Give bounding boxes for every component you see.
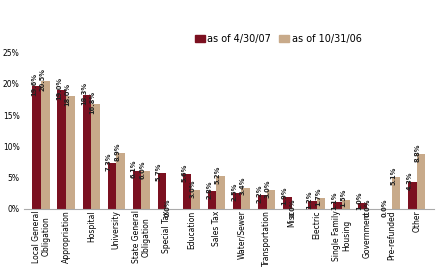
Bar [308, 201, 316, 209]
Text: 18.0%: 18.0% [65, 83, 71, 107]
Text: 4.3%: 4.3% [406, 171, 413, 190]
Bar [208, 192, 216, 209]
Text: 16.8%: 16.8% [90, 91, 96, 114]
Bar [183, 174, 191, 209]
Text: 5.1%: 5.1% [390, 166, 396, 185]
Bar [267, 190, 275, 209]
Bar [132, 171, 141, 209]
Text: 0.0%: 0.0% [382, 198, 387, 217]
Bar [41, 81, 50, 209]
Bar [233, 193, 242, 209]
Text: 2.2%: 2.2% [256, 184, 262, 203]
Bar [32, 86, 41, 209]
Text: 1.9%: 1.9% [281, 186, 287, 205]
Bar [283, 197, 291, 209]
Text: 3.0%: 3.0% [190, 179, 196, 198]
Text: 8.8%: 8.8% [415, 143, 421, 162]
Text: 20.5%: 20.5% [40, 68, 45, 91]
Bar [216, 176, 225, 209]
Text: 19.6%: 19.6% [31, 73, 37, 96]
Text: 1.7%: 1.7% [315, 187, 321, 206]
Bar [358, 203, 367, 209]
Text: 5.7%: 5.7% [156, 162, 162, 181]
Bar [392, 177, 400, 209]
Text: 1.1%: 1.1% [331, 191, 337, 210]
Bar [417, 154, 426, 209]
Text: 5.6%: 5.6% [181, 163, 187, 182]
Text: 2.8%: 2.8% [206, 181, 212, 199]
Text: 1.5%: 1.5% [340, 189, 346, 207]
Bar [191, 190, 200, 209]
Bar [408, 182, 417, 209]
Text: 7.3%: 7.3% [106, 153, 112, 171]
Bar [66, 96, 75, 209]
Text: 0.0%: 0.0% [290, 198, 296, 217]
Text: 1.2%: 1.2% [306, 191, 312, 209]
Legend: as of 4/30/07, as of 10/31/06: as of 4/30/07, as of 10/31/06 [191, 30, 365, 48]
Text: 3.4%: 3.4% [240, 177, 246, 195]
Bar [258, 195, 267, 209]
Text: 6.1%: 6.1% [131, 160, 137, 179]
Bar [342, 200, 350, 209]
Bar [242, 188, 250, 209]
Text: 0.0%: 0.0% [365, 198, 371, 217]
Bar [58, 90, 66, 209]
Text: 3.0%: 3.0% [265, 179, 271, 198]
Bar [108, 163, 116, 209]
Text: 5.2%: 5.2% [215, 166, 221, 184]
Text: 2.5%: 2.5% [231, 183, 237, 201]
Text: 8.9%: 8.9% [114, 143, 121, 161]
Bar [333, 202, 342, 209]
Bar [158, 173, 166, 209]
Text: 18.3%: 18.3% [81, 82, 87, 105]
Bar [141, 171, 150, 209]
Text: 0.0%: 0.0% [165, 198, 171, 217]
Bar [116, 153, 125, 209]
Bar [91, 104, 100, 209]
Text: 1.0%: 1.0% [356, 192, 362, 210]
Bar [316, 198, 325, 209]
Text: 19.0%: 19.0% [56, 77, 62, 100]
Text: 6.0%: 6.0% [140, 161, 146, 179]
Bar [83, 94, 91, 209]
